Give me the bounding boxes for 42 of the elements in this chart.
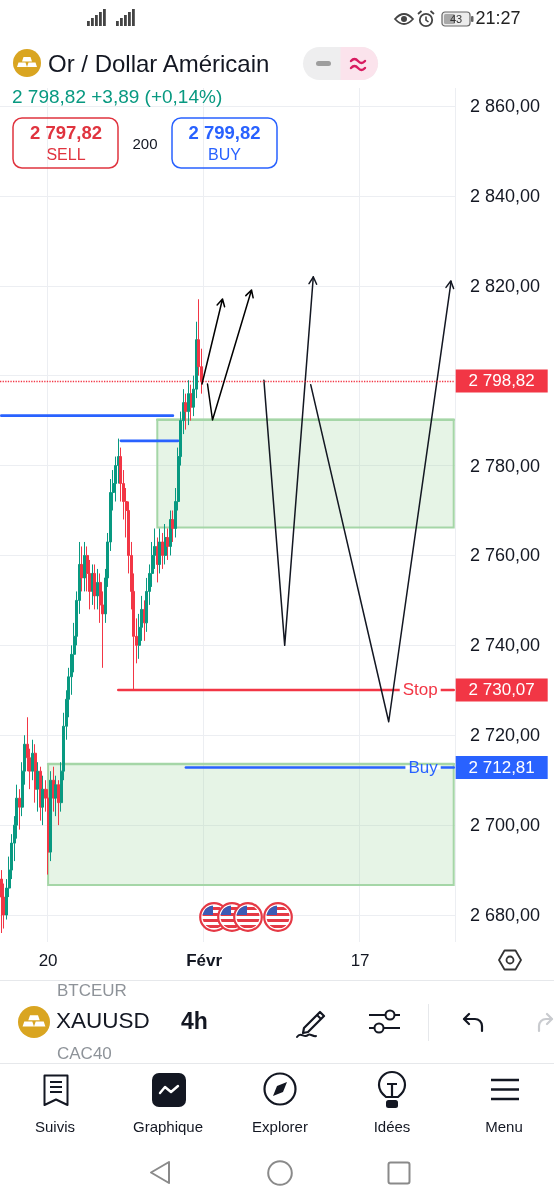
annotation: SELL — [46, 146, 86, 163]
x-tick-label: 17 — [350, 951, 370, 970]
y-tick-label: 2 740,00 — [470, 635, 541, 656]
y-tick-label: 2 760,00 — [470, 545, 541, 566]
text: Suivis — [34, 1117, 76, 1135]
y-tick-label: 2 840,00 — [470, 185, 541, 206]
candlestick — [96, 568, 99, 610]
y-tick-label: 2 720,00 — [470, 725, 541, 746]
candlestick — [161, 532, 164, 570]
chart-title: Or / Dollar Américain — [48, 50, 270, 77]
annotation: BUY — [208, 146, 241, 163]
x-tick-label: Févr — [186, 951, 223, 970]
text: BTCEUR — [57, 980, 127, 1000]
candlestick — [18, 788, 21, 831]
annotation: 200 — [132, 134, 158, 152]
data-label: 2 712,81 — [468, 758, 535, 778]
series-label: Buy — [408, 758, 439, 778]
candlestick — [83, 541, 86, 592]
chart-subtitle: 2 798,82 +3,89 (+0,14%) — [12, 85, 223, 107]
ref-line-label: 2 798,82 — [468, 371, 535, 391]
data-label: 2 730,07 — [468, 680, 535, 700]
text: Idées — [373, 1117, 411, 1135]
candlestick — [31, 739, 34, 781]
text: CAC40 — [57, 1043, 112, 1063]
y-tick-label: 2 780,00 — [470, 455, 541, 476]
text: 21:27 — [475, 8, 521, 28]
annotation: 2 797,82 — [29, 121, 103, 143]
y-tick-label: 2 860,00 — [470, 95, 541, 116]
text: Menu — [485, 1117, 523, 1135]
y-tick-label: 2 700,00 — [470, 815, 541, 836]
y-tick-label: 2 680,00 — [470, 905, 541, 926]
text: XAUUSD — [56, 1007, 150, 1033]
annotation: 2 799,82 — [188, 121, 261, 143]
x-tick-label: 20 — [38, 951, 58, 970]
text: Explorer — [252, 1117, 308, 1135]
text: 4h — [181, 1007, 208, 1034]
candlestick — [187, 379, 190, 426]
candlestick — [57, 779, 60, 826]
series-label: Stop — [402, 680, 438, 700]
text: 43 — [449, 12, 463, 25]
y-tick-label: 2 820,00 — [470, 275, 541, 296]
text: Graphique — [132, 1117, 204, 1135]
